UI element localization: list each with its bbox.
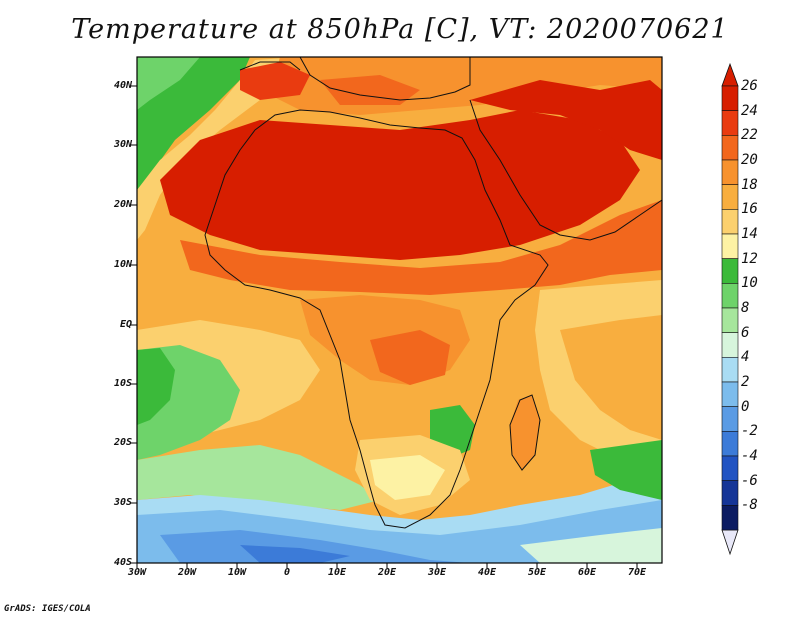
colorbar-label: 26 bbox=[741, 78, 758, 94]
lat-label-40n: 40N bbox=[113, 80, 132, 91]
map-title: Temperature at 850hPa [C], VT: 202007062… bbox=[71, 14, 729, 45]
colorbar-label: 4 bbox=[741, 349, 750, 366]
colorbar-label: 24 bbox=[741, 102, 758, 119]
colorbar-swatch bbox=[721, 233, 739, 259]
lon-label-70e: 70E bbox=[627, 567, 647, 578]
lon-label-40e: 40E bbox=[477, 567, 497, 578]
colorbar-swatch bbox=[721, 135, 739, 161]
lon-label-20e: 20E bbox=[377, 567, 397, 578]
lon-label-30e: 30E bbox=[427, 567, 447, 578]
colorbar-swatch bbox=[721, 480, 739, 506]
lat-label-10n: 10N bbox=[113, 259, 132, 270]
colorbar-swatch bbox=[721, 431, 739, 457]
colorbar-swatch bbox=[721, 110, 739, 136]
colorbar-label: 12 bbox=[741, 250, 758, 267]
colorbar-label: 10 bbox=[741, 275, 758, 292]
lat-label-30n: 30N bbox=[113, 139, 132, 150]
colorbar-swatch bbox=[721, 332, 739, 358]
coastlines bbox=[204, 57, 662, 529]
colorbar bbox=[721, 62, 739, 556]
colorbar-swatch bbox=[721, 283, 739, 309]
colorbar-label: 14 bbox=[741, 226, 758, 242]
temperature-field bbox=[137, 57, 662, 563]
colorbar-label: 16 bbox=[741, 201, 758, 218]
colorbar-label: -2 bbox=[741, 423, 758, 440]
colorbar-over-triangle bbox=[721, 62, 739, 87]
lat-label-20s: 20S bbox=[113, 437, 132, 448]
colorbar-swatch bbox=[721, 307, 739, 333]
lon-label-60e: 60E bbox=[577, 567, 597, 578]
lat-label-40s: 40S bbox=[113, 557, 132, 568]
lat-label-20n: 20N bbox=[113, 199, 132, 210]
colorbar-label: 8 bbox=[741, 300, 750, 316]
lon-label-30w: 30W bbox=[127, 567, 147, 578]
map-frame bbox=[136, 56, 663, 564]
colorbar-label: 6 bbox=[741, 324, 750, 341]
lat-label-10s: 10S bbox=[113, 378, 132, 389]
grads-credit: GrADS: IGES/COLA bbox=[4, 604, 91, 614]
colorbar-label: 22 bbox=[741, 127, 758, 144]
colorbar-label: 2 bbox=[741, 374, 750, 390]
lon-label-10e: 10E bbox=[327, 567, 347, 578]
colorbar-under-triangle bbox=[721, 529, 739, 556]
colorbar-label: -4 bbox=[741, 448, 758, 464]
colorbar-swatch bbox=[721, 406, 739, 432]
colorbar-label: 0 bbox=[741, 398, 750, 415]
colorbar-swatch bbox=[721, 381, 739, 407]
colorbar-label: 20 bbox=[741, 152, 758, 168]
colorbar-label: 18 bbox=[741, 176, 758, 193]
colorbar-swatch bbox=[721, 505, 739, 531]
lon-label-20w: 20W bbox=[177, 567, 197, 578]
lat-label-30s: 30S bbox=[113, 497, 132, 508]
lat-label-eq: EQ bbox=[119, 319, 132, 330]
colorbar-label: -8 bbox=[741, 497, 758, 514]
colorbar-swatch bbox=[721, 85, 739, 111]
lon-label-0: 0 bbox=[283, 567, 291, 578]
colorbar-swatch bbox=[721, 258, 739, 284]
colorbar-swatch bbox=[721, 357, 739, 383]
colorbar-swatch bbox=[721, 455, 739, 481]
colorbar-swatch bbox=[721, 159, 739, 185]
lon-label-50e: 50E bbox=[527, 567, 547, 578]
colorbar-swatch bbox=[721, 184, 739, 210]
lat-ticks bbox=[131, 85, 137, 564]
lon-label-10w: 10W bbox=[227, 567, 247, 578]
lon-ticks bbox=[136, 563, 638, 568]
colorbar-label: -6 bbox=[741, 472, 758, 489]
colorbar-swatch bbox=[721, 209, 739, 235]
